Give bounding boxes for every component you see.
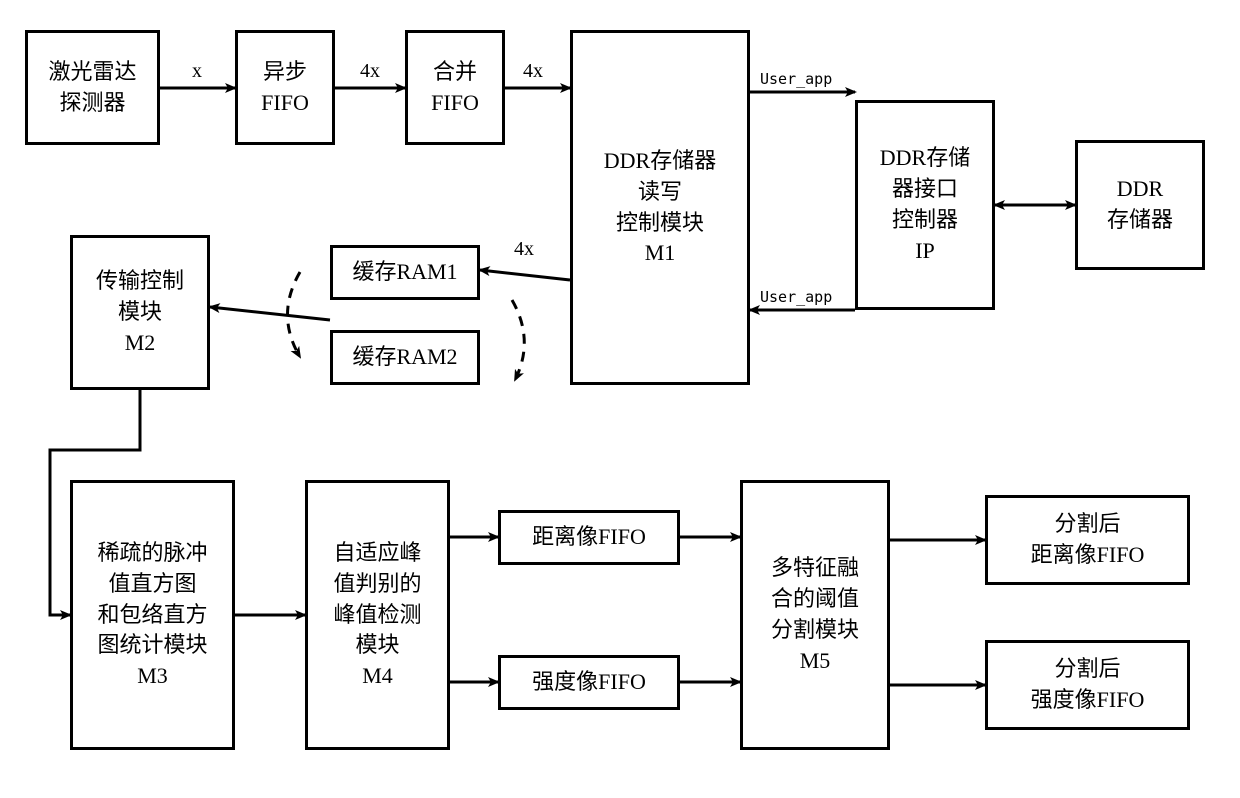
- edge-label-4x2: 4x: [523, 60, 543, 83]
- node-label: 稀疏的脉冲 值直方图 和包络直方 图统计模块 M3: [97, 538, 207, 692]
- node-ddr-ip: DDR存储 器接口 控制器 IP: [855, 100, 995, 310]
- dashed-curve: [288, 272, 301, 357]
- arrow: [210, 307, 330, 320]
- edge-label-ua2: User_app: [760, 288, 832, 306]
- node-out-dist: 分割后 距离像FIFO: [985, 495, 1190, 585]
- node-m4: 自适应峰 值判别的 峰值检测 模块 M4: [305, 480, 450, 750]
- node-out-int: 分割后 强度像FIFO: [985, 640, 1190, 730]
- node-ddr-mem: DDR 存储器: [1075, 140, 1205, 270]
- node-async-fifo: 异步 FIFO: [235, 30, 335, 145]
- node-label: 分割后 强度像FIFO: [1031, 654, 1145, 716]
- node-label: DDR存储器 读写 控制模块 M1: [604, 146, 716, 269]
- edge-label-4x3: 4x: [514, 238, 534, 261]
- edge-label-4x1: 4x: [360, 60, 380, 83]
- node-label: 缓存RAM2: [352, 342, 457, 373]
- node-m5: 多特征融 合的阈值 分割模块 M5: [740, 480, 890, 750]
- edge-label-x: x: [192, 60, 202, 83]
- node-ram1: 缓存RAM1: [330, 245, 480, 300]
- node-m2: 传输控制 模块 M2: [70, 235, 210, 390]
- node-lidar: 激光雷达 探测器: [25, 30, 160, 145]
- node-label: DDR 存储器: [1107, 174, 1173, 236]
- node-label: 强度像FIFO: [532, 667, 646, 698]
- dashed-curve: [512, 300, 524, 380]
- node-m1: DDR存储器 读写 控制模块 M1: [570, 30, 750, 385]
- node-ram2: 缓存RAM2: [330, 330, 480, 385]
- node-label: 多特征融 合的阈值 分割模块 M5: [771, 553, 859, 676]
- node-label: 分割后 距离像FIFO: [1031, 509, 1145, 571]
- node-dist-fifo: 距离像FIFO: [498, 510, 680, 565]
- node-label: DDR存储 器接口 控制器 IP: [880, 143, 970, 266]
- edge-label-ua1: User_app: [760, 70, 832, 88]
- node-label: 缓存RAM1: [352, 257, 457, 288]
- node-label: 距离像FIFO: [532, 522, 646, 553]
- node-int-fifo: 强度像FIFO: [498, 655, 680, 710]
- node-label: 自适应峰 值判别的 峰值检测 模块 M4: [333, 538, 421, 692]
- node-label: 合并 FIFO: [431, 57, 479, 119]
- node-merge-fifo: 合并 FIFO: [405, 30, 505, 145]
- arrow: [480, 270, 570, 280]
- node-m3: 稀疏的脉冲 值直方图 和包络直方 图统计模块 M3: [70, 480, 235, 750]
- node-label: 激光雷达 探测器: [48, 57, 136, 119]
- node-label: 异步 FIFO: [261, 57, 309, 119]
- node-label: 传输控制 模块 M2: [96, 266, 184, 358]
